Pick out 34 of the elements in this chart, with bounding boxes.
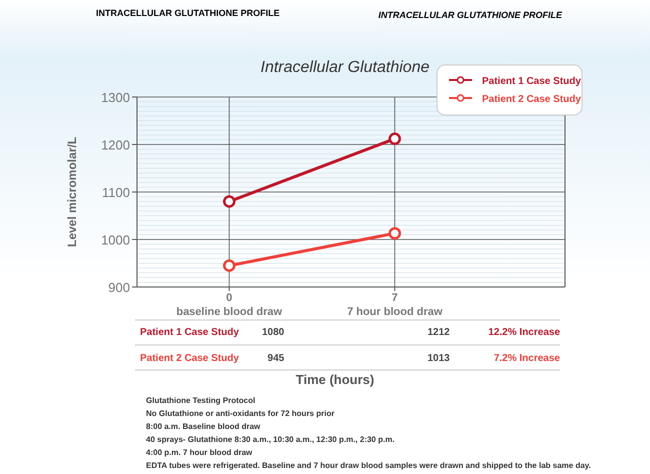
text: 1080: [262, 327, 285, 338]
text: 1013: [427, 353, 450, 364]
text: INTRACELLULAR GLUTATHIONE PROFILE: [378, 10, 563, 20]
text: 7 hour blood draw: [347, 306, 443, 318]
text: Patient 1 Case Study: [140, 327, 239, 338]
y-tick-label: 1000: [101, 232, 130, 248]
text: 4:00 p.m. 7 hour blood draw: [146, 448, 254, 457]
text: 12.2% Increase: [488, 327, 560, 338]
text: No Glutathione or anti-oxidants for 72 hours prior: [146, 409, 334, 418]
legend-label: Patient 1 Case Study: [482, 76, 582, 87]
text: 7.2% Increase: [494, 353, 560, 364]
chart-title: Intracellular Glutathione: [260, 59, 430, 76]
text: Glutathione Testing Protocol: [146, 396, 256, 405]
text: Patient 2 Case Study: [140, 353, 239, 364]
text: Time (hours): [296, 372, 374, 387]
y-tick-label: 900: [108, 280, 130, 295]
text: 8:00 a.m. Baseline blood draw: [146, 422, 262, 431]
point: [388, 132, 401, 146]
point: [388, 227, 401, 240]
y-axis-title: Level micromolar/L: [65, 136, 79, 248]
y-tick-label: 1100: [102, 185, 130, 200]
text: EDTA tubes were refrigerated. Baseline and 7 hour draw blood samples were drawn and shipped to the lab same day.: [146, 461, 591, 470]
point: [222, 195, 236, 208]
x-tick-label: 7: [392, 292, 398, 304]
text: 945: [268, 353, 285, 364]
text: INTRACELLULAR GLUTATHIONE PROFILE: [96, 8, 280, 18]
text: baseline blood draw: [176, 306, 283, 318]
point: [222, 259, 236, 272]
text: 1212: [427, 327, 450, 338]
y-tick-label: 1300: [101, 90, 130, 105]
y-tick-label: 1200: [101, 138, 130, 152]
x-tick-label: 0: [226, 292, 232, 304]
text: 40 sprays- Glutathione 8:30 a.m., 10:30 a.m., 12:30 p.m., 2:30 p.m.: [146, 435, 395, 444]
legend-label: Patient 2 Case Study: [482, 94, 582, 105]
